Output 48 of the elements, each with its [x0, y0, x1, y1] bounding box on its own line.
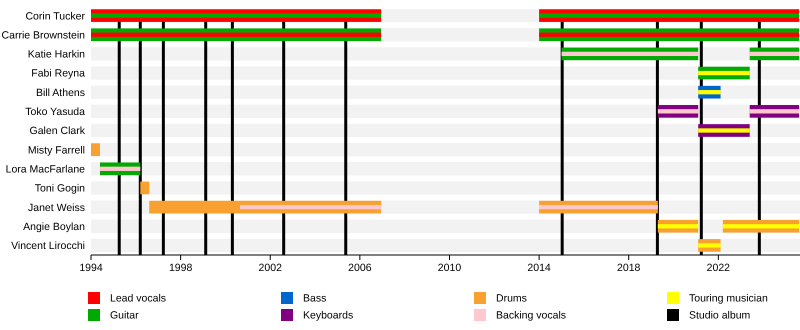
legend-label: Studio album — [689, 310, 751, 322]
bar — [750, 109, 799, 114]
y-tick-label: Misty Farrell — [28, 144, 85, 156]
x-tick-label: 2002 — [258, 262, 282, 274]
legend-label: Backing vocals — [496, 310, 566, 322]
x-tick-label: 2018 — [617, 262, 641, 274]
bar — [698, 70, 750, 76]
bar — [562, 52, 698, 56]
bar — [698, 243, 721, 248]
bar — [539, 32, 799, 37]
legend-label: Drums — [496, 292, 527, 305]
legend-label: Keyboards — [303, 310, 354, 322]
bar — [100, 166, 140, 171]
x-tick-label: 2006 — [348, 262, 372, 274]
bar — [91, 13, 382, 18]
y-tick-label: Bill Athens — [36, 86, 85, 99]
bar — [658, 224, 698, 228]
y-tick-label: Toni Gogin — [34, 182, 86, 195]
y-tick-label: Carrie Brownstein — [2, 29, 86, 42]
bar — [722, 224, 799, 228]
legend-label: Guitar — [110, 310, 140, 322]
bar — [658, 109, 698, 114]
y-tick-label: Galen Clark — [30, 125, 86, 138]
x-tick-label: 2022 — [706, 262, 730, 274]
x-tick-label: 1998 — [168, 262, 192, 274]
bar — [140, 182, 150, 194]
y-tick-label: Katie Harkin — [28, 48, 86, 61]
y-tick-label: Janet Weiss — [28, 202, 85, 214]
x-tick-label: 2014 — [527, 262, 551, 274]
y-tick-label: Vincent Lirocchi — [11, 240, 85, 252]
legend-label: Lead vocals — [110, 292, 166, 305]
bar — [539, 204, 658, 210]
bar — [240, 204, 382, 210]
legend-label: Bass — [303, 292, 326, 305]
bar — [698, 90, 721, 94]
y-tick-label: Lora MacFarlane — [6, 163, 86, 176]
x-tick-label: 1994 — [79, 262, 103, 274]
bar — [750, 52, 799, 56]
bar — [539, 13, 799, 18]
bar — [91, 32, 382, 37]
y-tick-label: Fabi Reyna — [31, 68, 86, 80]
bar — [91, 143, 100, 156]
y-tick-label: Toko Yasuda — [25, 106, 86, 118]
y-tick-label: Corin Tucker — [25, 10, 86, 22]
y-tick-label: Angie Boylan — [23, 220, 86, 233]
x-tick-label: 2010 — [438, 262, 462, 274]
bar — [698, 128, 750, 133]
legend-label: Touring musician — [689, 292, 768, 305]
